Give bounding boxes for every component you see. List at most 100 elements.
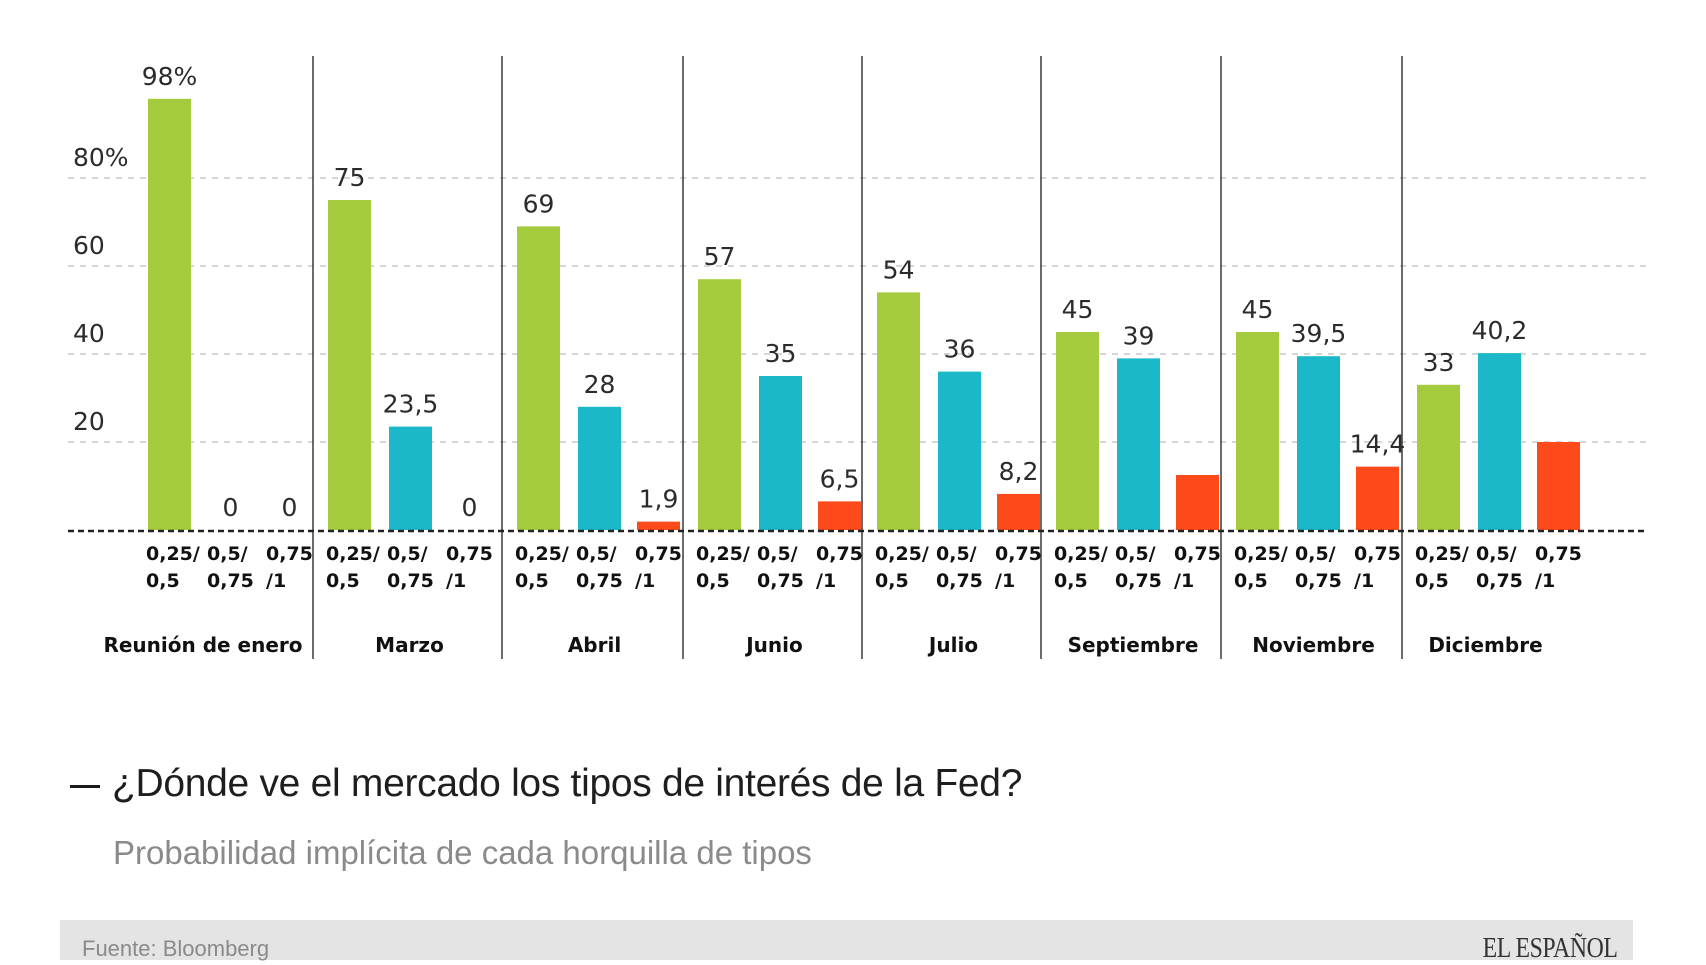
rate-range-label: 0,5/ (1115, 543, 1156, 565)
value-label: 45 (1062, 295, 1094, 324)
value-label: 8,2 (999, 457, 1039, 486)
rate-range-label: /1 (1174, 570, 1194, 592)
bar-green (517, 226, 560, 530)
title-dash-icon (70, 784, 100, 788)
bar-green (1417, 384, 1460, 530)
bar-green (1056, 332, 1099, 530)
category-labels: 0,25/0,5 0,5/0,75 0,75/1 0,25/0,5 0,5/0,75 0,… (146, 543, 1582, 592)
rate-range-label: 0,5 (1415, 570, 1449, 592)
rate-range-label: 0,75 (576, 570, 623, 592)
value-label: 23,5 (383, 390, 439, 419)
value-label: 75 (334, 163, 366, 192)
bar-red (1356, 466, 1399, 530)
bar-green (148, 98, 191, 531)
bar-red (1176, 475, 1219, 530)
month-label: Noviembre (1252, 633, 1375, 657)
value-label: 57 (704, 242, 736, 271)
month-label: Junio (744, 633, 803, 657)
month-labels: Reunión de enero Marzo Abril Junio Julio Sept… (103, 633, 1542, 657)
value-label: 98% (142, 62, 198, 91)
rate-range-label: 0,75 (757, 570, 804, 592)
rate-range-label: 0,25/ (326, 543, 380, 565)
rate-range-label: 0,25/ (1234, 543, 1288, 565)
bar-red (1537, 442, 1580, 530)
bar-chart: 20 40 60 80% 98% 0 0 75 23,5 0 69 28 1,9 57 35 6,5 54 36… (68, 56, 1647, 659)
value-label: 1,9 (639, 485, 679, 514)
rate-range-label: 0,5 (326, 570, 360, 592)
rate-range-label: 0,25/ (1415, 543, 1469, 565)
bar-cyan (938, 371, 981, 530)
rate-range-label: 0,5 (146, 570, 180, 592)
bar-cyan (1478, 353, 1521, 530)
rate-range-label: /1 (1354, 570, 1374, 592)
rate-range-label: 0,75 (207, 570, 254, 592)
value-label: 39 (1123, 321, 1155, 350)
value-label: 45 (1242, 295, 1274, 324)
y-axis-ticks: 20 40 60 80% (73, 143, 129, 436)
rate-range-label: 0,75 (995, 543, 1042, 565)
bar-red (997, 493, 1040, 530)
gridlines (68, 177, 1647, 443)
value-label: 36 (944, 335, 976, 364)
y-tick-label: 20 (73, 407, 105, 436)
rate-range-label: 0,75 (387, 570, 434, 592)
rate-range-label: /1 (995, 570, 1015, 592)
y-tick-label: 40 (73, 319, 105, 348)
bar-green (877, 292, 920, 530)
value-label: 0 (282, 493, 298, 522)
rate-range-label: 0,5/ (936, 543, 977, 565)
month-label: Reunión de enero (103, 633, 302, 657)
source-note: Fuente: Bloomberg (82, 936, 270, 961)
footer-bar: Fuente: Bloomberg EL ESPAÑOL (60, 920, 1633, 964)
rate-range-label: 0,75 (1295, 570, 1342, 592)
rate-range-label: /1 (816, 570, 836, 592)
rate-range-label: 0,5/ (207, 543, 248, 565)
brand-logo: EL ESPAÑOL (1482, 932, 1617, 964)
bar-red (818, 501, 861, 530)
rate-range-label: 0,5/ (1476, 543, 1517, 565)
rate-range-label: 0,5/ (757, 543, 798, 565)
value-label: 0 (223, 493, 239, 522)
bar-red (637, 521, 680, 530)
bar-cyan (1117, 358, 1160, 530)
chart-subtitle: Probabilidad implícita de cada horquilla… (113, 834, 812, 871)
rate-range-label: /1 (1535, 570, 1555, 592)
bar-cyan (389, 426, 432, 530)
y-tick-label: 80% (73, 143, 129, 172)
chart-title: ¿Dónde ve el mercado los tipos de interé… (112, 762, 1023, 805)
month-separators (312, 56, 1403, 659)
value-label: 28 (584, 370, 616, 399)
bar-green (328, 200, 371, 530)
rate-range-label: 0,5 (1054, 570, 1088, 592)
y-tick-label: 60 (73, 231, 105, 260)
value-label: 33 (1423, 348, 1455, 377)
rate-range-label: 0,5 (696, 570, 730, 592)
month-label: Julio (927, 633, 978, 657)
bar-cyan (1297, 356, 1340, 530)
month-label: Abril (568, 633, 621, 657)
value-label: 14,4 (1350, 430, 1406, 459)
value-label: 6,5 (820, 464, 860, 493)
bar-cyan (759, 376, 802, 530)
rate-range-label: 0,75 (816, 543, 863, 565)
rate-range-label: 0,75 (266, 543, 313, 565)
chart-title-block: ¿Dónde ve el mercado los tipos de interé… (70, 762, 1022, 806)
rate-range-label: 0,5/ (576, 543, 617, 565)
month-label: Diciembre (1428, 633, 1542, 657)
rate-range-label: 0,75 (1476, 570, 1523, 592)
rate-range-label: 0,25/ (875, 543, 929, 565)
rate-range-label: 0,5/ (387, 543, 428, 565)
rate-range-label: 0,25/ (515, 543, 569, 565)
value-label: 40,2 (1472, 316, 1528, 345)
rate-range-label: 0,25/ (696, 543, 750, 565)
rate-range-label: /1 (446, 570, 466, 592)
bar-cyan (578, 406, 621, 530)
value-label: 39,5 (1291, 319, 1347, 348)
rate-range-label: 0,25/ (146, 543, 200, 565)
value-label: 0 (462, 493, 478, 522)
rate-range-label: /1 (635, 570, 655, 592)
bar-green (1236, 332, 1279, 530)
rate-range-label: 0,5 (875, 570, 909, 592)
rate-range-label: 0,75 (1174, 543, 1221, 565)
value-labels: 98% 0 0 75 23,5 0 69 28 1,9 57 35 6,5 54 36 8,2 45 39 45 3… (142, 62, 1528, 522)
